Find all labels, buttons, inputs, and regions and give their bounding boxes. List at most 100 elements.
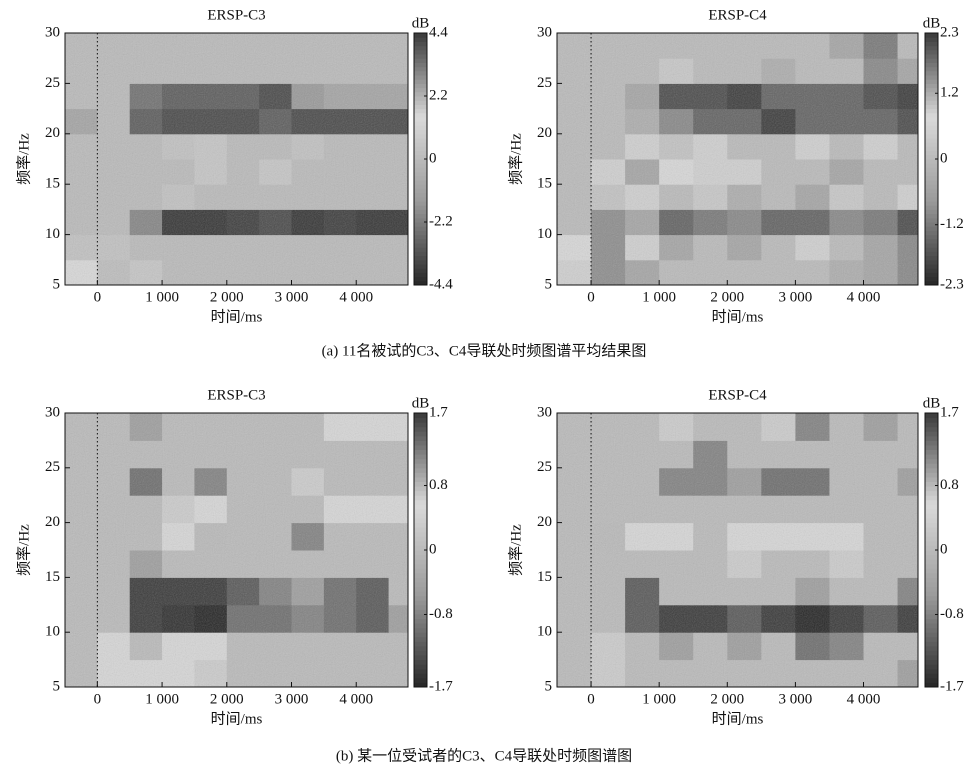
colorbar-step bbox=[925, 604, 938, 610]
colorbar-step bbox=[414, 550, 427, 556]
colorbar-step bbox=[414, 171, 427, 177]
colorbar-step bbox=[925, 209, 938, 215]
colorbar-step bbox=[414, 422, 427, 428]
y-tick-label: 30 bbox=[45, 404, 60, 420]
y-tick-label: 15 bbox=[45, 569, 60, 585]
colorbar-step bbox=[414, 581, 427, 588]
colorbar-step bbox=[925, 175, 938, 181]
colorbar-tick-label: -0.8 bbox=[940, 606, 964, 622]
colorbar-step bbox=[925, 504, 938, 510]
colorbar-step bbox=[414, 243, 427, 248]
colorbar-step bbox=[925, 472, 938, 478]
y-tick-label: 15 bbox=[537, 569, 552, 585]
caption: (b) 某一位受试者的C3、C4导联处时频图谱图 bbox=[336, 747, 632, 764]
colorbar-step bbox=[925, 518, 938, 524]
colorbar-step bbox=[925, 632, 938, 638]
colorbar-step bbox=[414, 100, 427, 105]
colorbar-step bbox=[414, 440, 427, 446]
x-tick-label: 3 000 bbox=[275, 691, 309, 707]
colorbar-step bbox=[414, 591, 427, 597]
y-tick-label: 5 bbox=[53, 678, 61, 694]
colorbar-step bbox=[925, 37, 938, 42]
colorbar-step bbox=[925, 586, 938, 592]
colorbar-step bbox=[414, 664, 427, 670]
colorbar-step bbox=[925, 226, 938, 231]
colorbar-step bbox=[414, 554, 427, 560]
colorbar-step bbox=[925, 550, 938, 556]
colorbar-step bbox=[414, 247, 427, 252]
x-tick-label: 1 000 bbox=[145, 289, 179, 305]
colorbar-step bbox=[414, 138, 427, 143]
colorbar-step bbox=[414, 673, 427, 679]
colorbar-step bbox=[414, 641, 427, 647]
colorbar-step bbox=[925, 499, 938, 505]
chart-title: ERSP-C4 bbox=[708, 7, 767, 23]
colorbar-step bbox=[925, 508, 938, 514]
colorbar-step bbox=[414, 495, 427, 501]
colorbar-step bbox=[414, 499, 427, 505]
colorbar-step bbox=[414, 234, 427, 240]
colorbar-step bbox=[925, 650, 938, 656]
x-axis-label: 时间/ms bbox=[211, 308, 263, 325]
colorbar-step bbox=[414, 613, 427, 619]
colorbar-tick-label: 0.8 bbox=[940, 477, 959, 493]
colorbar-step bbox=[414, 167, 427, 173]
colorbar-step bbox=[414, 37, 427, 42]
colorbar-step bbox=[414, 255, 427, 261]
colorbar-step bbox=[925, 259, 938, 265]
colorbar-tick-label: -2.3 bbox=[940, 276, 964, 292]
colorbar-step bbox=[414, 70, 427, 76]
colorbar-step bbox=[925, 213, 938, 219]
colorbar-step bbox=[414, 522, 427, 528]
colorbar-step bbox=[925, 167, 938, 173]
colorbar-step bbox=[925, 682, 938, 688]
colorbar-step bbox=[414, 146, 427, 152]
colorbar-step bbox=[925, 422, 938, 428]
colorbar-step bbox=[925, 595, 938, 601]
colorbar-step bbox=[925, 188, 938, 194]
colorbar-step bbox=[925, 100, 938, 105]
colorbar-step bbox=[414, 205, 427, 210]
colorbar-step bbox=[925, 41, 938, 47]
colorbar-step bbox=[925, 247, 938, 252]
y-tick-label: 10 bbox=[537, 226, 552, 242]
colorbar-step bbox=[925, 613, 938, 619]
colorbar-step bbox=[925, 49, 938, 55]
colorbar-step bbox=[925, 133, 938, 139]
colorbar-step bbox=[414, 121, 427, 126]
colorbar-step bbox=[414, 572, 427, 578]
x-tick-label: 4 000 bbox=[847, 289, 881, 305]
colorbar-step bbox=[414, 472, 427, 478]
x-tick-label: 1 000 bbox=[642, 691, 676, 707]
colorbar-step bbox=[925, 272, 938, 278]
colorbar-step bbox=[925, 417, 938, 423]
colorbar-step bbox=[925, 33, 938, 38]
x-tick-label: 2 000 bbox=[210, 691, 244, 707]
y-tick-label: 15 bbox=[45, 176, 60, 192]
colorbar-step bbox=[925, 467, 938, 473]
colorbar-tick-label: -0.8 bbox=[429, 606, 453, 622]
colorbar-step bbox=[414, 251, 427, 257]
colorbar-step bbox=[414, 677, 427, 683]
colorbar-step bbox=[925, 513, 938, 519]
colorbar-step bbox=[925, 159, 938, 164]
x-tick-label: 0 bbox=[94, 289, 102, 305]
y-tick-label: 5 bbox=[53, 276, 61, 292]
y-tick-label: 20 bbox=[45, 125, 60, 141]
colorbar-step bbox=[925, 117, 938, 122]
colorbar-step bbox=[414, 150, 427, 156]
colorbar-step bbox=[414, 264, 427, 269]
colorbar-step bbox=[925, 531, 938, 537]
colorbar-step bbox=[414, 75, 427, 80]
colorbar-step bbox=[414, 623, 427, 629]
colorbar-step bbox=[414, 104, 427, 110]
colorbar-step bbox=[925, 70, 938, 76]
colorbar-step bbox=[925, 121, 938, 126]
y-tick-label: 10 bbox=[537, 624, 552, 640]
colorbar-step bbox=[414, 192, 427, 198]
colorbar-step bbox=[414, 531, 427, 537]
x-axis-label: 时间/ms bbox=[712, 308, 764, 325]
colorbar-step bbox=[414, 180, 427, 185]
colorbar-step bbox=[414, 142, 427, 147]
colorbar-step bbox=[925, 572, 938, 578]
